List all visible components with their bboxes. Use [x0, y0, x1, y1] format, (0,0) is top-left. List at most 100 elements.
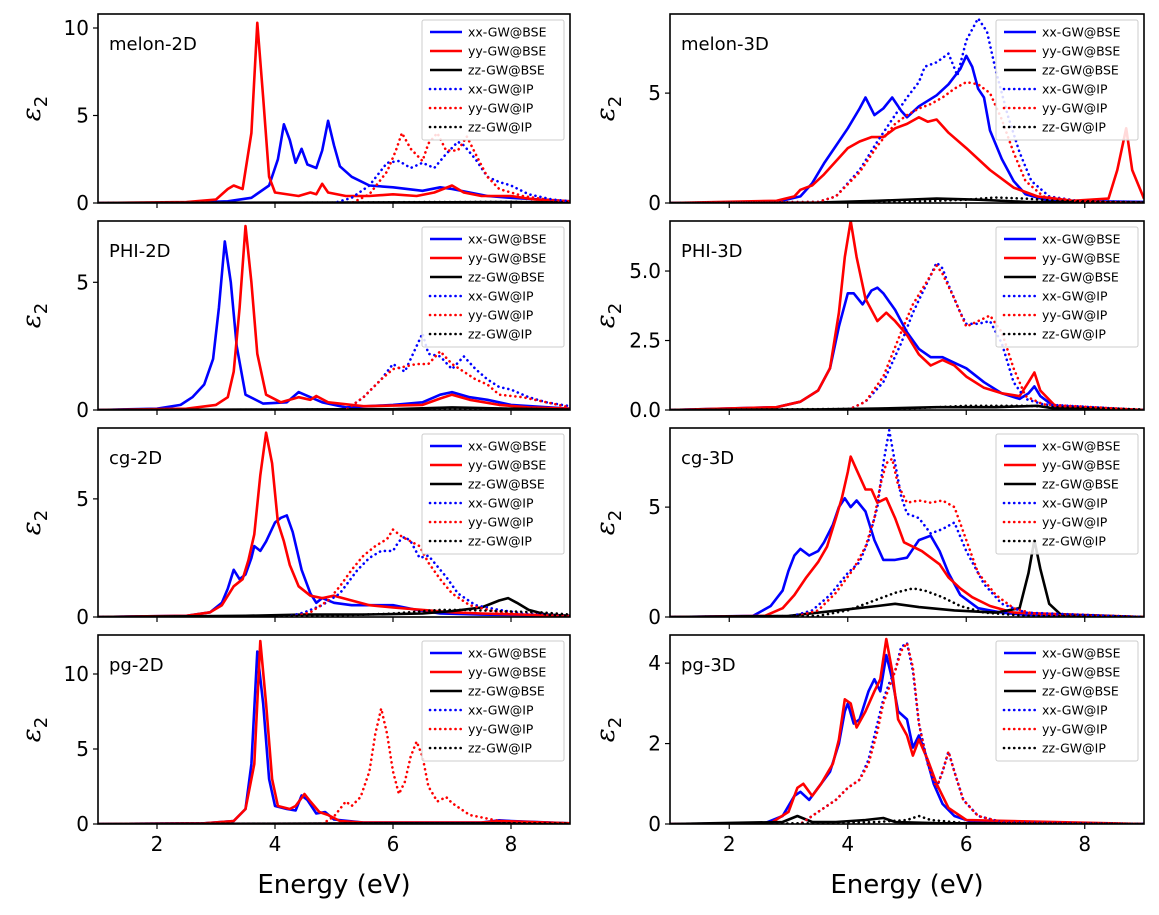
series-yy-gw-bse	[670, 116, 1144, 203]
series-xx-gw-ip	[670, 261, 1144, 410]
y-tick-label: 2.5	[629, 329, 661, 353]
series-yy-gw-bse	[98, 21, 570, 203]
y-tick-label: 0	[648, 605, 661, 629]
y-axis-label: ε2	[17, 303, 52, 328]
y-axis-label: ε2	[17, 510, 52, 535]
legend-entry-label: xx-GW@IP	[468, 703, 534, 718]
legend: xx-GW@BSE yy-GW@BSE zz-GW@BSE xx-GW@IP yy-GW…	[421, 226, 565, 348]
legend-entry-label: zz-GW@BSE	[1042, 684, 1119, 699]
x-tick-label: 8	[505, 832, 518, 856]
y-tick-label: 0	[648, 191, 661, 215]
y-tick-label: 0	[76, 398, 89, 422]
y-tick-label: 5.0	[629, 259, 661, 283]
panel-label: PHI-3D	[681, 241, 743, 262]
legend-entry-label: yy-GW@BSE	[1042, 458, 1120, 473]
y-tick-label: 5	[76, 270, 89, 294]
y-tick-label: 5	[648, 81, 661, 105]
plot-frame	[97, 13, 571, 204]
x-tick-label: 4	[269, 832, 282, 856]
y-tick-label: 10	[64, 662, 89, 686]
y-axis-label-subscript: 2	[605, 96, 626, 107]
legend-entry-label: yy-GW@IP	[1042, 515, 1108, 530]
legend-entry-label: xx-GW@BSE	[1042, 25, 1121, 40]
x-axis-label: Energy (eV)	[830, 870, 983, 900]
legend-entry-label: yy-GW@BSE	[468, 458, 546, 473]
plot-frame	[669, 220, 1145, 411]
y-tick-label: 0	[648, 812, 661, 836]
series-yy-gw-ip	[670, 264, 1144, 410]
legend-entry-label: yy-GW@IP	[468, 515, 534, 530]
legend: xx-GW@BSE yy-GW@BSE zz-GW@BSE xx-GW@IP yy-GW…	[995, 226, 1139, 348]
legend-entry-label: zz-GW@BSE	[468, 684, 545, 699]
y-tick-label: 4	[648, 651, 661, 675]
legend-entry-label: xx-GW@IP	[468, 289, 534, 304]
y-tick-label: 0	[76, 605, 89, 629]
y-tick-label: 0.0	[629, 398, 661, 422]
legend-entry-label: zz-GW@IP	[468, 327, 532, 342]
x-tick-label: 2	[723, 832, 736, 856]
legend: xx-GW@BSE yy-GW@BSE zz-GW@BSE xx-GW@IP yy-GW…	[421, 433, 565, 555]
panel-label: melon-3D	[681, 34, 769, 55]
legend: xx-GW@BSE yy-GW@BSE zz-GW@BSE xx-GW@IP yy-GW…	[421, 640, 565, 762]
legend-entry-label: zz-GW@BSE	[468, 63, 545, 78]
legend-entry-label: xx-GW@BSE	[468, 232, 547, 247]
panel-phi-3d: 0.0 2.5 5.0ε2 PHI-3D xx-GW@BSE yy-GW@BSE zz-GW…	[591, 220, 1145, 422]
legend-entry-label: xx-GW@BSE	[468, 646, 547, 661]
y-tick-label: 0	[76, 812, 89, 836]
plot-frame	[669, 13, 1145, 204]
series-zz-gw-bse	[670, 814, 1144, 824]
plot-frame	[97, 220, 571, 411]
legend-entry-label: xx-GW@IP	[1042, 82, 1108, 97]
panel-melon-2d: 0 5 10 ε2 melon-2D xx-GW@BSE yy-GW@BSE zz-GW@BS…	[17, 13, 571, 215]
legend-entry-label: zz-GW@BSE	[1042, 270, 1119, 285]
series-zz-gw-ip	[670, 587, 1144, 617]
legend-entry-label: yy-GW@BSE	[468, 44, 546, 59]
panel-label: melon-2D	[109, 34, 197, 55]
x-tick-label: 6	[960, 832, 973, 856]
panel-cg-2d: 05ε2cg-2Dxx-GW@BSEyy-GW@BSEzz-GW@BSExx-G…	[17, 427, 571, 629]
legend-entry-label: yy-GW@BSE	[1042, 44, 1120, 59]
legend-entry-label: zz-GW@BSE	[468, 477, 545, 492]
panel-pg-3d: 2 4 6 8 0 2 4 ε2 pg-3D xx-GW@BSE yy-GW@BSE zz-GW@BS…	[591, 634, 1145, 856]
series-zz-gw-ip	[670, 404, 1144, 410]
series-xx-gw-ip	[670, 428, 1144, 617]
series-yy-gw-bse	[670, 455, 1144, 617]
y-tick-label: 5	[76, 737, 89, 761]
legend-entry-label: yy-GW@IP	[1042, 308, 1108, 323]
series-yy-gw-ip	[670, 80, 1144, 203]
plot-frame	[669, 634, 1145, 825]
legend-entry-label: xx-GW@IP	[468, 82, 534, 97]
series-yy-gw-ip	[670, 641, 1144, 824]
series-yy-gw-bse	[670, 637, 1144, 824]
y-tick-label: 0	[76, 191, 89, 215]
legend-entry-label: xx-GW@IP	[1042, 703, 1108, 718]
legend-entry-label: zz-GW@IP	[468, 741, 532, 756]
legend-entry-label: xx-GW@BSE	[1042, 439, 1121, 454]
series-zz-gw-ip	[98, 608, 570, 617]
y-tick-label: 5	[76, 104, 89, 128]
series-yy-gw-bse	[98, 224, 570, 410]
legend-entry-label: xx-GW@IP	[1042, 289, 1108, 304]
series-yy-gw-ip	[670, 457, 1144, 617]
x-tick-label: 2	[151, 832, 164, 856]
legend-entry-label: yy-GW@IP	[1042, 101, 1108, 116]
series-yy-gw-ip	[98, 350, 570, 410]
legend-entry-label: yy-GW@BSE	[1042, 665, 1120, 680]
plot-frame	[97, 427, 571, 618]
y-axis-label-subscript: 2	[31, 96, 52, 107]
legend-entry-label: xx-GW@BSE	[1042, 232, 1121, 247]
panel-label: cg-2D	[109, 448, 162, 469]
x-tick-label: 4	[841, 832, 854, 856]
legend-entry-label: yy-GW@BSE	[1042, 251, 1120, 266]
legend-entry-label: zz-GW@BSE	[1042, 63, 1119, 78]
panel-label: pg-3D	[681, 655, 736, 676]
y-axis-label-subscript: 2	[605, 717, 626, 728]
legend-entry-label: zz-GW@IP	[468, 120, 532, 135]
legend-entry-label: yy-GW@IP	[468, 722, 534, 737]
series-yy-gw-bse	[670, 221, 1144, 410]
y-axis-label: ε2	[591, 717, 626, 742]
series-xx-gw-ip	[98, 140, 570, 203]
legend-entry-label: zz-GW@IP	[1042, 741, 1106, 756]
panel-pg-2d: 2 4 6 8 0 5 10 ε2 pg-2D xx-GW@BSE yy-GW@BSE zz-GW@B…	[17, 634, 571, 856]
